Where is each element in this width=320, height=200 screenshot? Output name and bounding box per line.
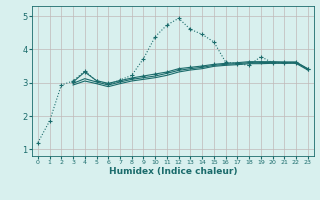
X-axis label: Humidex (Indice chaleur): Humidex (Indice chaleur)	[108, 167, 237, 176]
